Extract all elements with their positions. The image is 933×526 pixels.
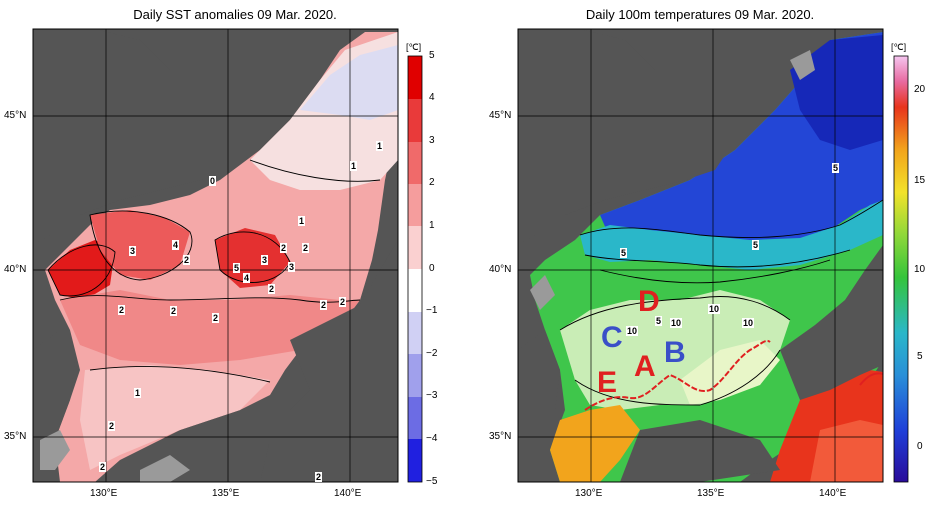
left-cb-2: 2 bbox=[429, 177, 435, 188]
right-contour-label: 10 bbox=[742, 318, 755, 328]
left-lon-135: 135°E bbox=[212, 488, 240, 499]
left-contour-label: 2 bbox=[339, 297, 347, 307]
right-contour-label: 5 bbox=[832, 163, 840, 173]
left-cb-3: 3 bbox=[429, 135, 435, 146]
right-cb-10: 10 bbox=[914, 264, 926, 275]
left-cb-5: 5 bbox=[429, 50, 435, 61]
right-lat-45: 45°N bbox=[489, 110, 512, 121]
right-contour-label: 5 bbox=[655, 316, 663, 326]
right-colorbar bbox=[893, 55, 909, 483]
left-colorbar-unit: [℃] bbox=[406, 42, 422, 52]
left-cb-m4: −4 bbox=[426, 433, 438, 444]
left-cb-1: 1 bbox=[429, 220, 435, 231]
region-label-e: E bbox=[597, 366, 618, 399]
region-label-c: C bbox=[601, 321, 623, 354]
right-lon-135: 135°E bbox=[697, 488, 725, 499]
right-contour-label: 10 bbox=[626, 326, 639, 336]
left-contour-label: 3 bbox=[261, 255, 269, 265]
left-contour-label: 2 bbox=[302, 243, 310, 253]
left-contour-label: 0 bbox=[209, 176, 217, 186]
left-contour-label: 2 bbox=[268, 284, 276, 294]
left-contour-label: 3 bbox=[129, 246, 137, 256]
left-cb-m2: −2 bbox=[426, 348, 438, 359]
left-lon-140: 140°E bbox=[334, 488, 362, 499]
right-cb-0: 0 bbox=[917, 441, 923, 452]
left-contour-label: 4 bbox=[243, 273, 251, 283]
left-lat-40: 40°N bbox=[4, 264, 27, 275]
left-lat-45: 45°N bbox=[4, 110, 27, 121]
left-contour-label: 2 bbox=[118, 305, 126, 315]
left-lon-130: 130°E bbox=[90, 488, 118, 499]
left-contour-label: 2 bbox=[108, 421, 116, 431]
left-cb-0: 0 bbox=[429, 263, 435, 274]
left-cb-m5: −5 bbox=[426, 476, 438, 487]
right-lon-140: 140°E bbox=[819, 488, 847, 499]
left-contour-label: 2 bbox=[320, 300, 328, 310]
left-contour-label: 2 bbox=[99, 462, 107, 472]
left-cb-m3: −3 bbox=[426, 390, 438, 401]
right-contour-label: 5 bbox=[752, 240, 760, 250]
left-contour-label: 2 bbox=[170, 306, 178, 316]
region-label-a: A bbox=[634, 350, 656, 383]
left-contour-label: 1 bbox=[298, 216, 306, 226]
right-lat-40: 40°N bbox=[489, 264, 512, 275]
left-contour-label: 1 bbox=[134, 388, 142, 398]
right-contour-label: 10 bbox=[708, 304, 721, 314]
left-contour-label: 2 bbox=[212, 313, 220, 323]
right-contour-label: 10 bbox=[670, 318, 683, 328]
left-contour-label: 2 bbox=[315, 472, 323, 482]
left-cb-m1: −1 bbox=[426, 305, 438, 316]
right-panel-title: Daily 100m temperatures 09 Mar. 2020. bbox=[585, 7, 815, 22]
left-contour-label: 1 bbox=[376, 141, 384, 151]
right-cb-5: 5 bbox=[917, 351, 923, 362]
region-label-b: B bbox=[664, 336, 686, 369]
left-contour-label: 2 bbox=[183, 255, 191, 265]
left-panel-title: Daily SST anomalies 09 Mar. 2020. bbox=[133, 7, 337, 22]
left-contour-label: 3 bbox=[288, 262, 296, 272]
right-colorbar-unit: [℃] bbox=[891, 42, 907, 52]
left-contour-label: 4 bbox=[172, 240, 180, 250]
left-contour-label: 1 bbox=[350, 161, 358, 171]
left-colorbar bbox=[407, 55, 423, 483]
right-cb-15: 15 bbox=[914, 175, 926, 186]
right-cb-20: 20 bbox=[914, 84, 926, 95]
left-lat-35: 35°N bbox=[4, 431, 27, 442]
left-contour-label: 2 bbox=[280, 243, 288, 253]
right-contour-label: 5 bbox=[620, 248, 628, 258]
right-lat-35: 35°N bbox=[489, 431, 512, 442]
left-cb-4: 4 bbox=[429, 92, 435, 103]
left-contour-label: 5 bbox=[233, 263, 241, 273]
region-label-d: D bbox=[638, 285, 660, 318]
right-lon-130: 130°E bbox=[575, 488, 603, 499]
